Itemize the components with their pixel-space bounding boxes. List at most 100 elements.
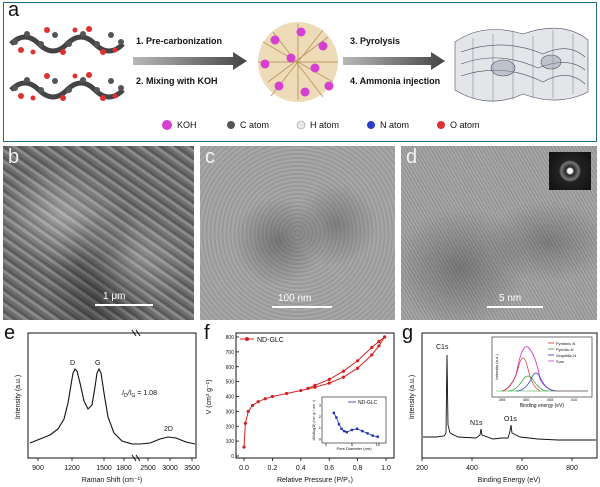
- porous-carbon-network: [454, 27, 589, 102]
- desorption-point: [313, 383, 317, 387]
- raman-x-tick-label: 1200: [64, 465, 80, 472]
- inset-y-tick-label: 1: [319, 425, 322, 430]
- adsorption-point: [327, 381, 331, 385]
- adsorption-point: [299, 388, 303, 393]
- legend-h-atom: H atom: [310, 120, 339, 130]
- xps-inset-x-ticks: 395 400 405 410: [499, 397, 578, 402]
- isotherm-x-tick-label: 0.2: [268, 465, 278, 472]
- inset-legend-pyrrolic: Pyrrolic-N: [556, 347, 574, 352]
- desorption-point: [327, 377, 331, 381]
- isotherm-ylabel: V (cm³ g⁻¹): [206, 380, 213, 415]
- inset-legend: Pyridinic-N Pyrrolic-N Graphitic-N Sum: [548, 341, 576, 364]
- isotherm-y-tick-label: 200: [226, 424, 235, 430]
- inset-point: [376, 435, 380, 438]
- isotherm-x-tick-label: 0.6: [324, 465, 334, 472]
- raman-x-tick-label: 2500: [140, 465, 156, 472]
- inset-y-tick-label: 0: [319, 437, 322, 442]
- isotherm-x-tick-label: 1.0: [381, 465, 391, 472]
- raman-peak-d: D: [70, 360, 75, 367]
- raman-chart: 900 1200 1500 1800 2500 3000 3500 D G 2D ID/IG…: [15, 329, 200, 484]
- inset-legend-sum: Sum: [556, 359, 565, 364]
- isotherm-x-tick-label: 0.0: [239, 465, 249, 472]
- panel-a-frame: [3, 2, 597, 142]
- process-arrow-1: [133, 52, 247, 70]
- adsorption-point: [370, 353, 374, 357]
- inset-x-ticks: 0 5 10: [325, 442, 381, 447]
- adsorption-point: [341, 375, 345, 379]
- scale-label-d: 5 nm: [499, 293, 522, 304]
- adsorption-point: [256, 400, 260, 404]
- molecular-chain-top: [9, 26, 125, 55]
- pore-distribution-inset: ND-GLC 0 5 10 0 1 2 3 Pore Diameter (nm) dV/d…: [312, 396, 387, 451]
- raman-peak-g: G: [95, 360, 100, 367]
- xps-inset-ylabel: Intensity (a.u.): [494, 354, 499, 380]
- tem-image-panel-c: 100 nm: [200, 146, 395, 320]
- sem-image-panel-b: 1 μm: [3, 146, 194, 320]
- inset-legend-graphitic: Graphitic-N: [556, 353, 576, 358]
- inset-y-ticks: 0 1 2 3: [319, 403, 322, 442]
- xps-x-tick-label: 400: [466, 465, 478, 472]
- raman-x-tick-label: 900: [32, 465, 44, 472]
- isotherm-plot-frame: [235, 332, 395, 459]
- isotherm-x-tick-label: 0.8: [353, 465, 363, 472]
- inset-x-tick-label: 0: [325, 442, 328, 447]
- raman-ratio: ID/IG = 1.08: [122, 390, 157, 399]
- isotherm-y-tick-label: 700: [226, 350, 235, 356]
- hrtem-image-panel-d: 5 nm: [401, 146, 597, 320]
- adsorption-point: [356, 366, 360, 370]
- xps-inset-x-tick-label: 405: [547, 397, 554, 402]
- scale-label-b: 1 μm: [103, 291, 126, 302]
- desorption-point: [356, 359, 360, 363]
- molecular-chain-bottom: [9, 72, 125, 101]
- raman-plot-frame: [27, 332, 197, 459]
- inset-curve: [333, 412, 378, 438]
- fft-inset: [549, 152, 591, 190]
- desorption-point: [382, 335, 387, 339]
- panel-a-scheme: 1. Pre-carbonization 2. Mixing with KOH …: [9, 22, 589, 130]
- inset-y-tick-label: 2: [319, 414, 322, 419]
- scale-bar-b: [95, 304, 153, 306]
- raman-x-tick-label: 1800: [116, 465, 132, 472]
- scale-label-c: 100 nm: [278, 293, 312, 304]
- xps-x-ticks: 200 400 600 800: [416, 458, 578, 472]
- xps-xlabel: Binding Energy (eV): [478, 477, 541, 484]
- isotherm-x-ticks: 0.0 0.2 0.4 0.6 0.8 1.0: [239, 458, 391, 472]
- raman-x-tick-label: 3000: [162, 465, 178, 472]
- desorption-curve: [307, 336, 385, 389]
- xps-peak-n1s: N1s: [470, 420, 483, 427]
- desorption-point: [306, 386, 310, 390]
- scale-bar-c: [272, 306, 332, 308]
- isotherm-legend: ND-GLC: [240, 337, 284, 344]
- panel-b-letter: b: [8, 146, 20, 168]
- isotherm-y-tick-label: 100: [226, 439, 235, 445]
- isotherm-y-tick-label: 600: [226, 365, 235, 371]
- adsorption-point: [377, 344, 381, 348]
- xps-n1s-inset: Pyridinic-N Pyrrolic-N Graphitic-N Sum 3…: [491, 336, 593, 409]
- desorption-points: [306, 335, 387, 390]
- inset-graphitic-curve: [515, 372, 557, 392]
- axis-break: [131, 329, 141, 462]
- step-4-label: 4. Ammonia injection: [350, 76, 440, 86]
- inset-xlabel: Pore Diameter (nm): [336, 446, 372, 451]
- desorption-point: [370, 345, 374, 350]
- step-1-label: 1. Pre-carbonization: [136, 36, 222, 46]
- panel-g-letter: g: [402, 322, 414, 344]
- xps-inset-x-tick-label: 410: [571, 397, 578, 402]
- isotherm-y-tick-label: 800: [226, 335, 235, 341]
- xps-inset-x-tick-label: 400: [523, 397, 530, 402]
- raman-x-ticks: 900 1200 1500 1800 2500 3000 3500: [32, 458, 200, 472]
- inset-legend-label: ND-GLC: [358, 400, 378, 406]
- adsorption-point: [246, 409, 250, 413]
- xps-peak-o1s: O1s: [504, 416, 517, 423]
- koh-mixture-illustration: [258, 22, 338, 102]
- raman-ylabel: Intensity (a.u.): [15, 375, 22, 419]
- isotherm-y-tick-label: 300: [226, 409, 235, 415]
- panel-f-letter: f: [204, 322, 210, 344]
- inset-pyridinic-curve: [501, 357, 541, 392]
- legend-n-atom: N atom: [380, 120, 409, 130]
- xps-ylabel: Intensity (a.u.): [409, 375, 416, 419]
- xps-x-tick-label: 600: [516, 465, 528, 472]
- adsorption-point: [285, 391, 289, 396]
- isotherm-y-tick-label: 400: [226, 395, 235, 401]
